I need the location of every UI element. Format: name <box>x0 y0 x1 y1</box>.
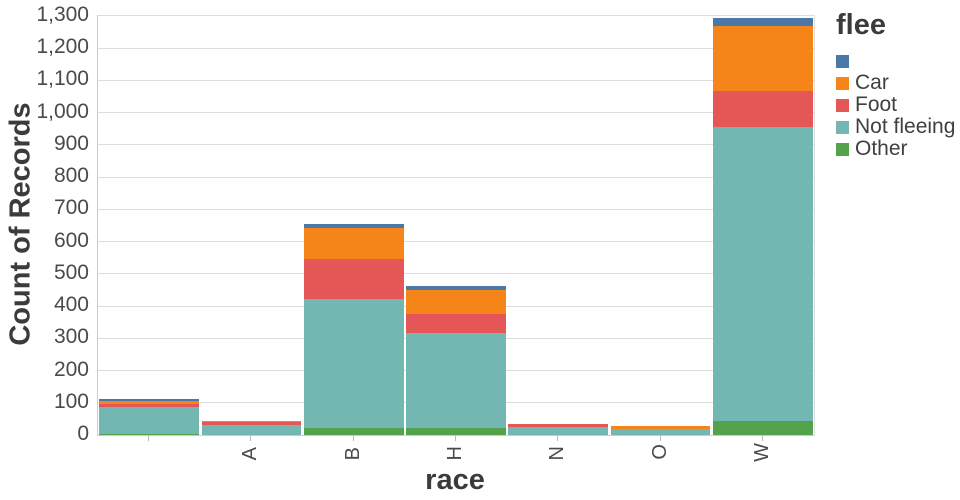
legend-item-blank <box>836 50 955 72</box>
bar-segment-foot <box>713 91 813 128</box>
legend-title: flee <box>836 9 886 41</box>
gridline <box>98 176 814 178</box>
bar-N <box>508 424 609 435</box>
legend-swatch-icon <box>836 120 849 134</box>
x-tick <box>761 435 763 441</box>
y-tick-label: 800 <box>53 164 89 188</box>
legend-swatch-icon <box>836 98 849 112</box>
x-tick-label-N: N <box>546 445 569 460</box>
legend-swatch-icon <box>836 54 849 68</box>
y-tick-label: 1,300 <box>36 3 89 26</box>
bar-segment-blank <box>303 223 404 229</box>
bar-segment-not-fleeing <box>201 425 302 435</box>
bar-segment-other <box>713 420 813 435</box>
bar-segment-not-fleeing <box>303 299 404 429</box>
bar-segment-other <box>406 427 506 435</box>
x-tick <box>148 435 150 441</box>
bar-blank <box>99 398 199 435</box>
y-tick-label: 0 <box>77 422 89 445</box>
legend-label: Foot <box>855 93 898 116</box>
x-tick <box>455 435 456 441</box>
bar-segment-not-fleeing <box>713 127 813 421</box>
bar-segment-blank <box>406 286 506 290</box>
bar-H <box>406 286 506 435</box>
bar-segment-car <box>201 421 302 423</box>
bar-segment-foot <box>99 404 199 407</box>
x-tick <box>659 435 661 441</box>
bar-O <box>610 425 711 435</box>
bar-segment-car <box>303 228 404 260</box>
x-axis-title: race <box>425 464 485 496</box>
y-tick-label: 500 <box>53 260 89 284</box>
bar-segment-not-fleeing <box>99 406 199 435</box>
gridline <box>98 47 814 49</box>
bar-B <box>303 223 404 435</box>
gridline <box>98 79 814 81</box>
y-tick-label: 700 <box>53 196 89 220</box>
y-tick-label: 300 <box>53 325 89 349</box>
bar-segment-foot <box>406 314 506 334</box>
bar-segment-not-fleeing <box>610 428 711 435</box>
y-tick-label: 900 <box>53 131 89 155</box>
bar-segment-foot <box>201 422 302 426</box>
legend-item-foot: Foot <box>836 94 955 116</box>
bar-segment-foot <box>508 424 609 428</box>
bar-segment-other <box>99 434 199 435</box>
x-tick-label-H: H <box>444 445 466 460</box>
x-tick <box>352 435 354 441</box>
x-tick-label-B: B <box>341 446 364 460</box>
legend: flee Car Foot Not fleeing Other <box>836 10 955 160</box>
y-tick-label: 1,100 <box>36 67 89 91</box>
legend-item-car: Car <box>836 72 955 94</box>
y-tick-label: 400 <box>53 293 89 317</box>
legend-label: Not fleeing <box>855 115 956 138</box>
bar-segment-car <box>713 25 813 92</box>
bar-segment-car <box>610 425 711 429</box>
gridline <box>98 144 814 146</box>
y-tick-label: 200 <box>53 357 89 381</box>
bar-segment-other <box>303 428 404 435</box>
bar-segment-car <box>99 401 199 405</box>
y-tick-label: 1,200 <box>36 35 89 59</box>
y-tick-label: 1,000 <box>36 99 89 123</box>
bar-segment-blank <box>99 398 199 402</box>
y-tick-label: 100 <box>53 389 89 413</box>
bar-W <box>713 17 813 435</box>
plot-area <box>97 15 815 436</box>
legend-swatch-icon <box>836 142 849 156</box>
gridline <box>98 273 814 275</box>
bar-segment-not-fleeing <box>508 427 609 435</box>
x-tick-label-blank <box>137 443 159 466</box>
bar-segment-foot <box>303 259 404 300</box>
gridline <box>98 112 814 114</box>
bar-segment-car <box>406 289 506 315</box>
x-tick-label-A: A <box>239 446 262 460</box>
bar-segment-blank <box>713 17 813 26</box>
x-tick <box>250 435 252 441</box>
x-tick-label-O: O <box>648 444 671 460</box>
bar-segment-not-fleeing <box>406 333 506 428</box>
legend-item-not-fleeing: Not fleeing <box>836 116 955 138</box>
legend-items: Car Foot Not fleeing Other <box>836 50 955 160</box>
gridline <box>98 241 814 243</box>
x-tick <box>557 435 559 441</box>
bar-A <box>201 421 302 435</box>
legend-swatch-icon <box>836 76 849 90</box>
legend-label: Other <box>855 137 908 160</box>
y-tick-label: 600 <box>53 228 89 252</box>
legend-label: Car <box>855 71 889 94</box>
legend-item-other: Other <box>836 138 955 160</box>
gridline <box>98 208 814 210</box>
